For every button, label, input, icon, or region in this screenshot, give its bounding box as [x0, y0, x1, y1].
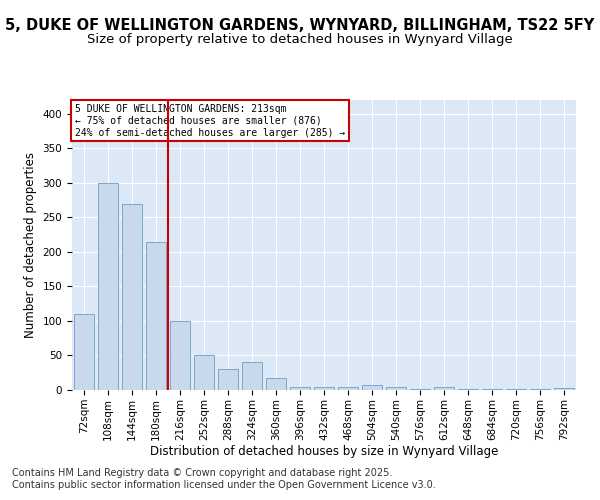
Bar	[74, 314, 94, 390]
Bar	[386, 386, 406, 390]
Bar	[362, 385, 382, 390]
Text: Size of property relative to detached houses in Wynyard Village: Size of property relative to detached ho…	[87, 32, 513, 46]
Bar	[290, 386, 310, 390]
Bar	[218, 370, 238, 390]
Bar	[482, 388, 502, 390]
Bar	[434, 386, 454, 390]
Y-axis label: Number of detached properties: Number of detached properties	[24, 152, 37, 338]
Bar	[458, 388, 478, 390]
Bar	[266, 378, 286, 390]
Bar	[314, 386, 334, 390]
Bar	[338, 386, 358, 390]
X-axis label: Distribution of detached houses by size in Wynyard Village: Distribution of detached houses by size …	[150, 446, 498, 458]
Bar	[146, 242, 166, 390]
Bar	[170, 321, 190, 390]
Bar	[506, 388, 526, 390]
Text: Contains public sector information licensed under the Open Government Licence v3: Contains public sector information licen…	[12, 480, 436, 490]
Bar	[194, 356, 214, 390]
Bar	[410, 388, 430, 390]
Bar	[554, 388, 574, 390]
Bar	[98, 183, 118, 390]
Text: 5, DUKE OF WELLINGTON GARDENS, WYNYARD, BILLINGHAM, TS22 5FY: 5, DUKE OF WELLINGTON GARDENS, WYNYARD, …	[5, 18, 595, 32]
Bar	[530, 388, 550, 390]
Text: 5 DUKE OF WELLINGTON GARDENS: 213sqm
← 75% of detached houses are smaller (876)
: 5 DUKE OF WELLINGTON GARDENS: 213sqm ← 7…	[74, 104, 345, 138]
Text: Contains HM Land Registry data © Crown copyright and database right 2025.: Contains HM Land Registry data © Crown c…	[12, 468, 392, 477]
Bar	[242, 362, 262, 390]
Bar	[122, 204, 142, 390]
